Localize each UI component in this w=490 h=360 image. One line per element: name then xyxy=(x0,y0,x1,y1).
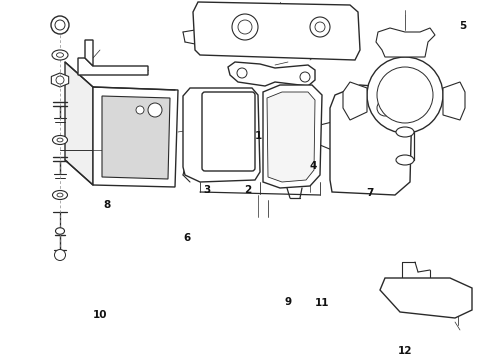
Text: 6: 6 xyxy=(183,233,191,243)
Ellipse shape xyxy=(52,135,68,144)
Text: 5: 5 xyxy=(460,21,466,31)
Circle shape xyxy=(310,17,330,37)
Circle shape xyxy=(54,249,66,261)
Circle shape xyxy=(315,22,325,32)
Circle shape xyxy=(377,67,433,123)
Circle shape xyxy=(238,20,252,34)
Text: 12: 12 xyxy=(398,346,412,356)
Polygon shape xyxy=(228,62,315,86)
Circle shape xyxy=(55,20,65,30)
Circle shape xyxy=(232,14,258,40)
Circle shape xyxy=(56,76,64,84)
Circle shape xyxy=(377,100,393,116)
Circle shape xyxy=(148,103,162,117)
Ellipse shape xyxy=(396,155,414,165)
Circle shape xyxy=(237,68,247,78)
Polygon shape xyxy=(330,85,412,195)
Circle shape xyxy=(367,57,443,133)
Polygon shape xyxy=(65,62,93,185)
Text: 4: 4 xyxy=(309,161,317,171)
Polygon shape xyxy=(193,2,360,60)
Polygon shape xyxy=(93,87,178,187)
Text: 8: 8 xyxy=(103,200,111,210)
Circle shape xyxy=(300,72,310,82)
Ellipse shape xyxy=(56,53,64,57)
Text: 2: 2 xyxy=(245,185,252,195)
Polygon shape xyxy=(51,73,69,87)
Polygon shape xyxy=(376,28,435,57)
Ellipse shape xyxy=(52,50,68,60)
Ellipse shape xyxy=(57,138,63,142)
Polygon shape xyxy=(343,82,367,120)
Polygon shape xyxy=(85,40,93,66)
Circle shape xyxy=(350,103,360,113)
Text: 3: 3 xyxy=(203,185,211,195)
Ellipse shape xyxy=(57,193,63,197)
Polygon shape xyxy=(183,88,260,182)
Text: 7: 7 xyxy=(367,188,374,198)
Ellipse shape xyxy=(55,228,65,234)
Polygon shape xyxy=(263,85,322,188)
Text: 1: 1 xyxy=(254,131,262,141)
Text: 10: 10 xyxy=(93,310,107,320)
Polygon shape xyxy=(267,92,315,182)
Polygon shape xyxy=(78,58,148,75)
Text: 9: 9 xyxy=(284,297,292,307)
Polygon shape xyxy=(443,82,465,120)
Text: 11: 11 xyxy=(315,298,329,308)
Ellipse shape xyxy=(52,190,68,199)
Circle shape xyxy=(51,16,69,34)
Ellipse shape xyxy=(396,127,414,137)
FancyBboxPatch shape xyxy=(202,92,255,171)
Polygon shape xyxy=(102,96,170,179)
Polygon shape xyxy=(380,278,472,318)
Circle shape xyxy=(136,106,144,114)
